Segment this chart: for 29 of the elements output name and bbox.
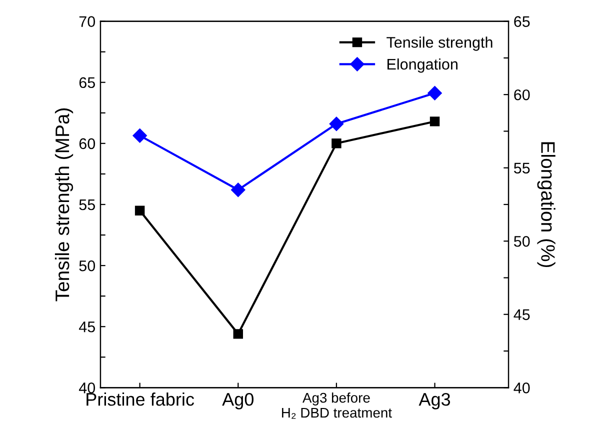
y-tick-label: 45 [78, 322, 95, 332]
x-tick-label: Ag0 [222, 393, 254, 410]
point [329, 116, 344, 131]
point [233, 329, 243, 339]
point [428, 86, 442, 100]
y-tick-label: 55 [79, 200, 95, 210]
y2-tick-label: 50 [514, 236, 530, 247]
y2-tick-label: 65 [514, 16, 530, 27]
x-tick-label: Pristine fabric [86, 392, 194, 406]
legend-label: Elongation [388, 58, 458, 73]
point [134, 206, 145, 216]
point [332, 138, 342, 148]
y2-axis-title: Elongation (%) [537, 142, 556, 268]
x-tick-label: Ag3 [418, 393, 450, 410]
y-tick-label: 40 [78, 382, 96, 394]
x-tick-label: Ag3 before H₂ DBD treatment [282, 392, 392, 419]
y-tick-label: 70 [79, 16, 96, 27]
y2-tick-label: 45 [514, 309, 530, 320]
y-tick-label: 65 [79, 77, 95, 88]
y-axis-title: Tensile strength (MPa) [54, 108, 74, 302]
point [132, 128, 147, 143]
legend-label: Tensile strength [386, 36, 492, 51]
y2-tick-label: 40 [514, 382, 530, 394]
y2-tick-label: 60 [514, 89, 530, 100]
y-tick-label: 60 [79, 138, 96, 150]
y2-tick-label: 55 [514, 162, 530, 174]
point [231, 182, 246, 197]
y-tick-label: 50 [79, 260, 96, 272]
point [430, 116, 440, 126]
